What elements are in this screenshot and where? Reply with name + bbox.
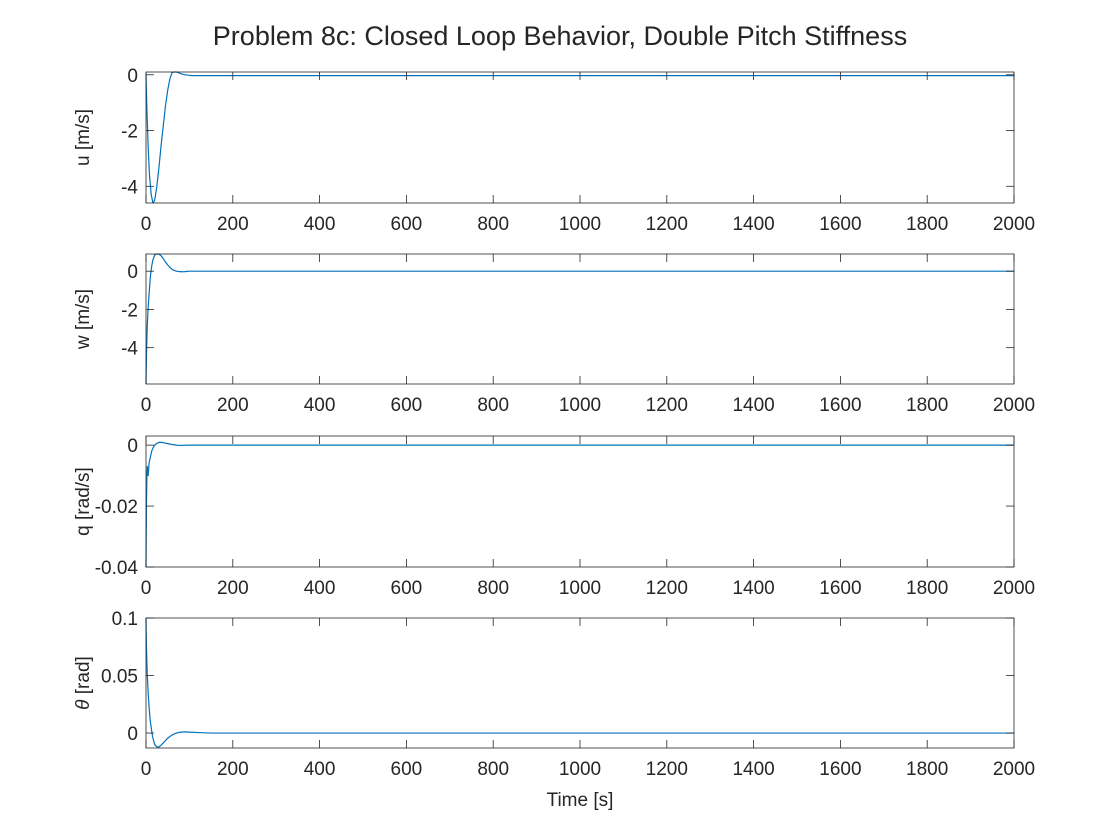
x-tick-label: 1800	[906, 214, 948, 235]
y-tick-label: -2	[121, 300, 138, 321]
subplot-4: 0 200 400 600 800 1000 1200 1400 1600 1800 2000 0 0.…	[73, 609, 1035, 780]
x-tick-label: 400	[304, 578, 336, 599]
series-line-q	[145, 441, 1014, 568]
y-tick-label: 0.05	[101, 667, 138, 688]
x-tick-label: 800	[477, 395, 509, 416]
x-tick-label: 600	[391, 214, 423, 235]
x-tick-label: 600	[391, 759, 423, 780]
x-tick-label: 2000	[993, 759, 1035, 780]
y-axis-label-symbol: θ	[73, 699, 94, 710]
figure-title: Problem 8c: Closed Loop Behavior, Double…	[213, 21, 907, 51]
series-line-theta	[145, 617, 1014, 748]
x-tick-label: 200	[217, 214, 249, 235]
subplot-2: 0 200 400 600 800 1000 1200 1400 1600 1800 2000 -4 -…	[73, 253, 1035, 416]
y-axis-label: w [m/s]	[73, 289, 94, 350]
x-tick-label: 1000	[559, 759, 601, 780]
x-tick-label: 800	[477, 759, 509, 780]
x-tick-label: 200	[217, 395, 249, 416]
x-tick-label: 600	[391, 395, 423, 416]
x-tick-label: 800	[477, 578, 509, 599]
y-tick-label: -4	[121, 177, 138, 198]
x-tick-label: 1000	[559, 395, 601, 416]
y-tick-label: -0.04	[95, 558, 139, 579]
subplots: 0 200 400 600 800 1000 1200 1400 1600 1800 2000-4-…	[73, 66, 1035, 780]
y-axis-label: q [rad/s]	[73, 467, 94, 536]
x-tick-label: 1000	[559, 578, 601, 599]
x-tick-label: 1400	[732, 578, 774, 599]
subplot-3: 0 200 400 600 800 1000 1200 1400 1600 1800 2000 -0.…	[73, 435, 1035, 599]
x-tick-label: 1200	[646, 578, 688, 599]
y-tick-label: -2	[121, 122, 138, 143]
x-tick-label: 400	[304, 214, 336, 235]
x-tick-label: 1200	[646, 214, 688, 235]
y-tick-label: -0.02	[95, 497, 138, 518]
x-tick-label: 800	[477, 214, 509, 235]
x-tick-label: 1000	[559, 214, 601, 235]
x-tick-label: 0	[141, 214, 152, 235]
x-tick-label: 0	[141, 395, 152, 416]
x-tick-label: 1600	[819, 759, 861, 780]
x-tick-label: 1400	[732, 214, 774, 235]
y-tick-label: 0	[127, 724, 138, 745]
y-tick-label: -4	[121, 339, 138, 360]
x-tick-label: 2000	[993, 214, 1035, 235]
x-tick-label: 1600	[819, 578, 861, 599]
x-tick-label: 2000	[993, 395, 1035, 416]
series-line-w	[145, 253, 1014, 385]
subplot-1: 0 200 400 600 800 1000 1200 1400 1600 1800 2000 -4 -…	[73, 66, 1035, 235]
x-axis-label: Time [s]	[547, 790, 614, 811]
x-tick-label: 200	[217, 578, 249, 599]
y-tick-label: 0	[127, 66, 138, 87]
x-tick-label: 2000	[993, 578, 1035, 599]
x-tick-label: 1800	[906, 395, 948, 416]
x-tick-label: 0	[141, 578, 152, 599]
y-axis-label: u [m/s]	[73, 109, 94, 166]
x-tick-label: 600	[391, 578, 423, 599]
y-axis-label-unit: [rad]	[73, 656, 94, 699]
x-tick-label: 1800	[906, 759, 948, 780]
y-tick-label: 0	[127, 436, 138, 457]
x-tick-label: 400	[304, 759, 336, 780]
x-tick-label: 1800	[906, 578, 948, 599]
x-tick-label: 200	[217, 759, 249, 780]
y-tick-label: 0	[127, 262, 138, 283]
x-tick-label: 400	[304, 395, 336, 416]
x-tick-label: 1200	[646, 759, 688, 780]
x-tick-label: 0	[141, 759, 152, 780]
y-tick-label: 0.1	[112, 609, 138, 630]
x-tick-label: 1200	[646, 395, 688, 416]
x-tick-label: 1400	[732, 759, 774, 780]
x-tick-label: 1600	[819, 214, 861, 235]
y-axis-label: θ [rad]	[73, 656, 94, 710]
x-tick-label: 1600	[819, 395, 861, 416]
x-tick-label: 1400	[732, 395, 774, 416]
